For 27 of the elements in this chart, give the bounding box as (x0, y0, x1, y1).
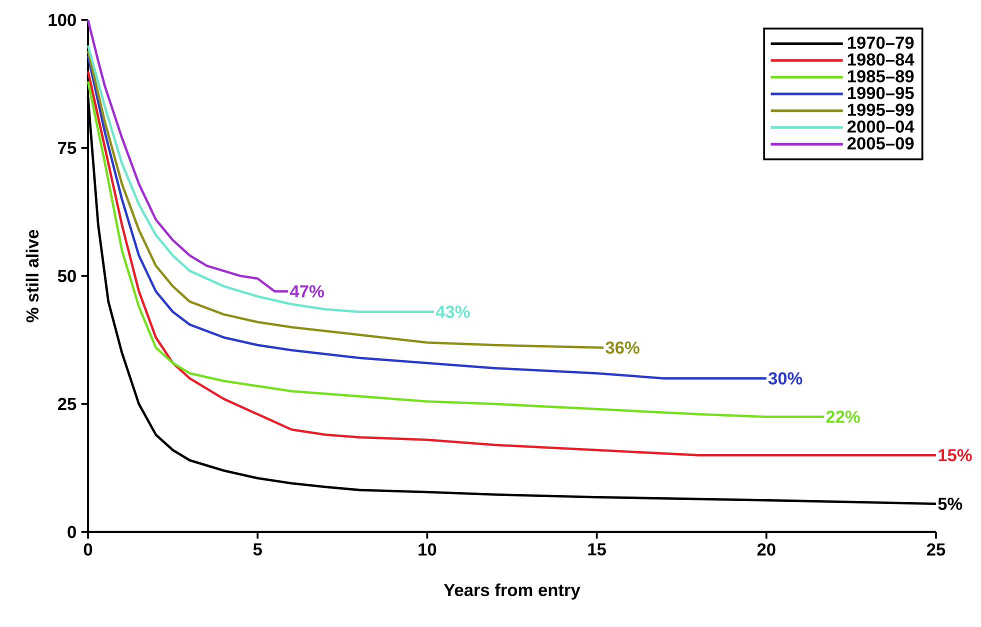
x-tick-label: 20 (757, 543, 776, 556)
x-tick-label: 10 (418, 543, 436, 556)
legend-label: 1970–79 (848, 36, 914, 49)
x-tick-label: 0 (84, 543, 92, 556)
x-axis-title: Years from entry (444, 583, 580, 600)
legend-label: 2005–09 (847, 137, 914, 150)
legend-label: 2000–04 (847, 120, 914, 133)
x-tick-label: 15 (588, 543, 606, 556)
legend-label: 1990–95 (848, 86, 914, 100)
annotation: 22% (826, 410, 860, 423)
y-tick-label: 50 (58, 270, 76, 282)
y-tick-label: 100 (48, 14, 76, 26)
annotation: 5% (938, 498, 962, 510)
legend-label: 1980–84 (848, 53, 914, 66)
annotation: 36% (606, 342, 640, 354)
legend-label: 1995–99 (848, 104, 914, 116)
annotation: 47% (290, 285, 324, 298)
y-tick-label: 0 (68, 526, 76, 538)
annotation: 30% (768, 372, 802, 385)
y-axis-title: % still alive (26, 230, 39, 322)
x-tick-label: 25 (926, 543, 946, 556)
annotation: 43% (436, 306, 470, 318)
y-tick-label: 75 (58, 142, 76, 154)
y-tick-label: 25 (58, 398, 76, 410)
legend-label: 1985–89 (848, 70, 914, 82)
x-tick-label: 5 (253, 543, 262, 556)
annotation: 15% (938, 449, 972, 462)
